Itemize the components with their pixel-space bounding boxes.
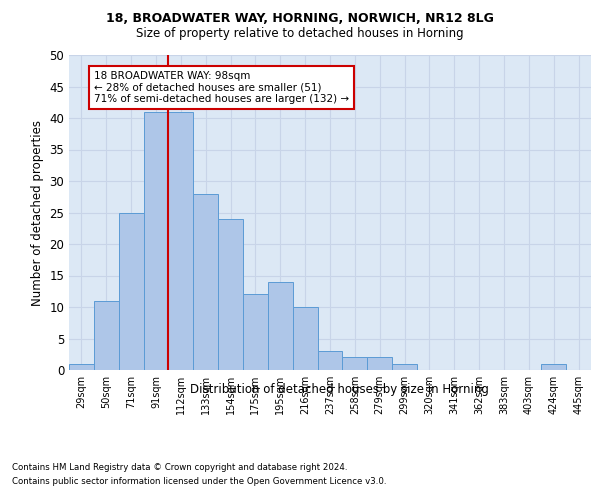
Bar	[392, 364, 417, 370]
Bar	[243, 294, 268, 370]
Text: 18, BROADWATER WAY, HORNING, NORWICH, NR12 8LG: 18, BROADWATER WAY, HORNING, NORWICH, NR…	[106, 12, 494, 26]
Bar	[119, 212, 143, 370]
Bar	[169, 112, 193, 370]
Bar	[293, 307, 317, 370]
Bar	[268, 282, 293, 370]
Bar	[94, 300, 119, 370]
Text: Distribution of detached houses by size in Horning: Distribution of detached houses by size …	[190, 382, 488, 396]
Bar	[541, 364, 566, 370]
Text: Size of property relative to detached houses in Horning: Size of property relative to detached ho…	[136, 28, 464, 40]
Text: Contains HM Land Registry data © Crown copyright and database right 2024.: Contains HM Land Registry data © Crown c…	[12, 462, 347, 471]
Bar	[218, 219, 243, 370]
Bar	[69, 364, 94, 370]
Bar	[143, 112, 169, 370]
Bar	[317, 351, 343, 370]
Bar	[343, 358, 367, 370]
Bar	[367, 358, 392, 370]
Text: 18 BROADWATER WAY: 98sqm
← 28% of detached houses are smaller (51)
71% of semi-d: 18 BROADWATER WAY: 98sqm ← 28% of detach…	[94, 70, 349, 104]
Text: Contains public sector information licensed under the Open Government Licence v3: Contains public sector information licen…	[12, 478, 386, 486]
Y-axis label: Number of detached properties: Number of detached properties	[31, 120, 44, 306]
Bar	[193, 194, 218, 370]
